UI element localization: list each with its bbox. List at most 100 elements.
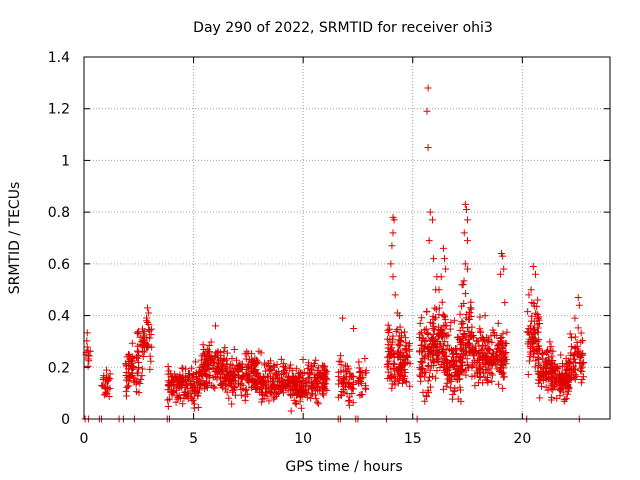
data-point <box>170 381 178 389</box>
data-point <box>562 395 570 403</box>
data-point <box>337 361 345 369</box>
data-point <box>453 376 461 384</box>
data-point <box>556 381 564 389</box>
data-point <box>534 324 542 332</box>
data-point <box>270 363 278 371</box>
data-point <box>189 374 197 382</box>
data-point <box>288 378 296 386</box>
data-point <box>197 380 205 388</box>
data-point <box>185 377 193 385</box>
data-point <box>468 373 476 381</box>
data-point <box>430 322 438 330</box>
data-point <box>182 388 190 396</box>
data-point <box>535 361 543 369</box>
data-point <box>459 345 467 353</box>
data-point <box>431 314 439 322</box>
data-point <box>85 357 93 365</box>
data-point <box>430 357 438 365</box>
data-point <box>348 372 356 380</box>
data-point <box>458 302 466 310</box>
data-point <box>482 357 490 365</box>
data-point <box>426 208 434 216</box>
data-point <box>318 362 326 370</box>
data-point <box>323 376 331 384</box>
data-point <box>385 361 393 369</box>
data-point <box>354 377 362 385</box>
data-point <box>244 363 252 371</box>
data-point <box>536 394 544 402</box>
data-point <box>492 353 500 361</box>
data-point <box>572 358 580 366</box>
data-point <box>402 346 410 354</box>
data-point <box>499 252 507 260</box>
data-point <box>98 381 106 389</box>
data-point <box>421 353 429 361</box>
data-point <box>390 370 398 378</box>
data-point <box>405 347 413 355</box>
data-point <box>248 377 256 385</box>
y-tick-label: 0.4 <box>48 309 70 325</box>
data-point <box>198 352 206 360</box>
data-point <box>473 337 481 345</box>
data-point <box>573 372 581 380</box>
data-point <box>423 307 431 315</box>
data-point <box>488 377 496 385</box>
data-point <box>308 363 316 371</box>
data-point <box>538 349 546 357</box>
data-point <box>424 362 432 370</box>
data-point <box>483 344 491 352</box>
data-point <box>459 281 467 289</box>
data-point <box>132 388 140 396</box>
data-point <box>433 340 441 348</box>
data-point <box>292 365 300 373</box>
data-point <box>384 368 392 376</box>
data-point <box>292 391 300 399</box>
y-tick-label: 1 <box>61 153 70 169</box>
data-point <box>427 348 435 356</box>
data-point <box>144 304 152 312</box>
data-point <box>461 351 469 359</box>
data-point <box>100 391 108 399</box>
data-point <box>281 380 289 388</box>
data-point <box>313 376 321 384</box>
data-point <box>497 347 505 355</box>
data-point <box>203 378 211 386</box>
data-point <box>461 200 469 208</box>
data-point <box>417 373 425 381</box>
data-point <box>406 340 414 348</box>
data-point <box>273 369 280 377</box>
data-point <box>238 366 246 374</box>
data-point <box>458 320 466 328</box>
data-point <box>457 340 465 348</box>
data-point <box>142 317 150 325</box>
data-point <box>347 383 355 391</box>
data-point <box>164 386 172 394</box>
data-point <box>133 354 141 362</box>
data-point <box>450 353 458 361</box>
data-point <box>225 394 233 402</box>
data-point <box>402 377 410 385</box>
x-tick-label: 5 <box>189 431 198 447</box>
data-point <box>134 327 142 335</box>
data-point <box>350 325 358 332</box>
data-point <box>169 388 177 396</box>
data-point <box>484 336 492 344</box>
data-point <box>242 355 250 363</box>
data-point <box>490 354 498 362</box>
data-point <box>423 107 431 115</box>
data-point <box>575 301 583 309</box>
data-point <box>494 380 502 388</box>
data-point <box>533 320 541 328</box>
data-point <box>394 353 402 361</box>
data-point <box>336 376 344 384</box>
data-point <box>204 357 212 365</box>
data-point <box>577 329 585 337</box>
data-point <box>460 277 468 285</box>
data-point <box>197 356 205 364</box>
data-point <box>416 348 424 356</box>
data-point <box>449 347 457 355</box>
data-point <box>137 375 145 383</box>
data-point <box>190 396 198 404</box>
data-point <box>340 366 348 374</box>
data-point <box>106 375 114 383</box>
